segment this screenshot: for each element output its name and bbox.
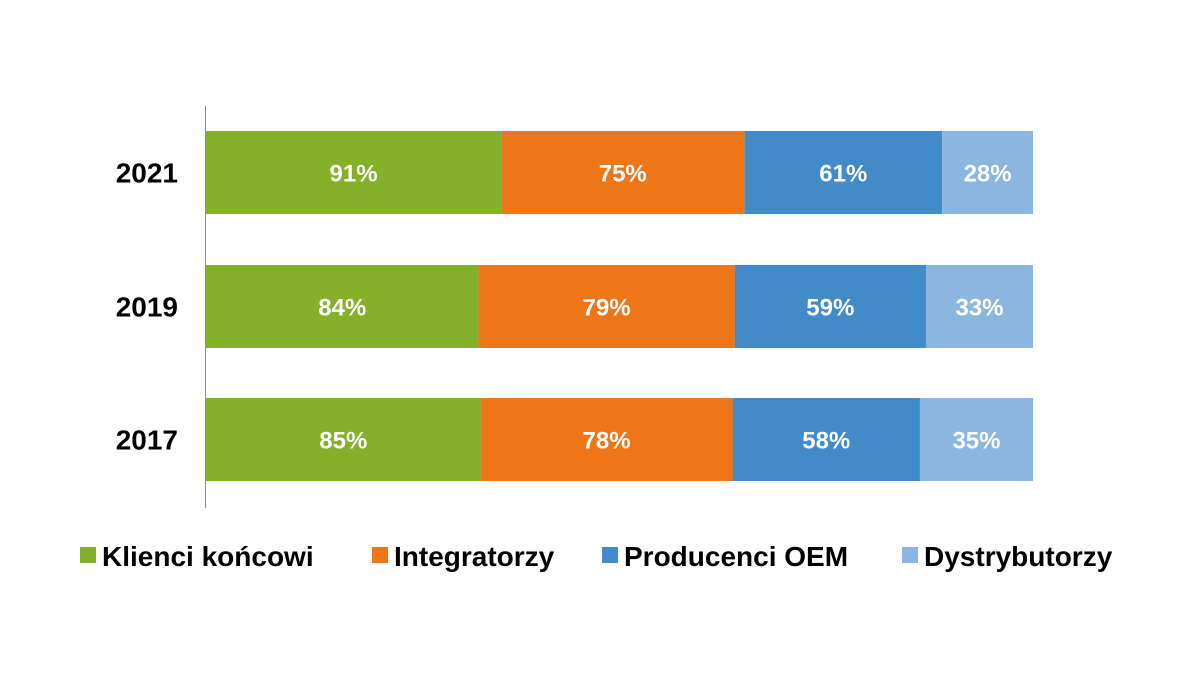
legend-label-2: Integratorzy	[394, 541, 555, 572]
data-label-2021-1: 91%	[330, 161, 378, 188]
bar-2017-4	[919, 398, 1033, 481]
data-label-2019-3: 59%	[806, 295, 854, 322]
data-label-2021-3: 61%	[819, 161, 867, 188]
legend: Klienci końcowi Integratorzy Producenci OE…	[80, 541, 1113, 572]
category-label-2017: 2017	[116, 425, 178, 456]
bar-2021-2	[501, 131, 745, 214]
legend-swatch-2	[372, 547, 388, 563]
data-label-2021-2: 75%	[599, 161, 647, 188]
category-label-2019: 2019	[116, 292, 178, 323]
bars-layer	[206, 131, 1033, 481]
bar-2017-3	[732, 398, 920, 481]
bar-2017-2	[480, 398, 733, 481]
legend-swatch-3	[602, 547, 618, 563]
bar-2021-1	[206, 131, 502, 214]
data-label-2021-4: 28%	[964, 161, 1012, 188]
bar-2021-3	[744, 131, 943, 214]
bar-2019-1	[206, 265, 479, 348]
legend-label-4: Dystrybutorzy	[924, 541, 1113, 572]
data-label-2017-2: 78%	[583, 428, 631, 455]
legend-label-1: Klienci końcowi	[102, 541, 314, 572]
data-label-2019-4: 33%	[955, 295, 1003, 322]
data-label-2019-2: 79%	[583, 295, 631, 322]
data-label-2017-3: 58%	[802, 428, 850, 455]
legend-label-3: Producenci OEM	[624, 541, 848, 572]
bar-2019-4	[925, 265, 1033, 348]
data-label-2017-4: 35%	[952, 428, 1000, 455]
bar-2021-4	[942, 131, 1033, 214]
bar-2019-2	[478, 265, 735, 348]
legend-swatch-1	[80, 547, 96, 563]
bar-2017-1	[206, 398, 481, 481]
bar-2019-3	[734, 265, 926, 348]
data-label-2017-1: 85%	[319, 428, 367, 455]
category-label-2021: 2021	[116, 158, 178, 189]
data-label-2019-1: 84%	[318, 295, 366, 322]
labels-layer: 91% 75% 61% 28% 2021 84% 79% 59% 33% 2019 85% 78% 58…	[116, 158, 1012, 456]
legend-swatch-4	[902, 547, 918, 563]
